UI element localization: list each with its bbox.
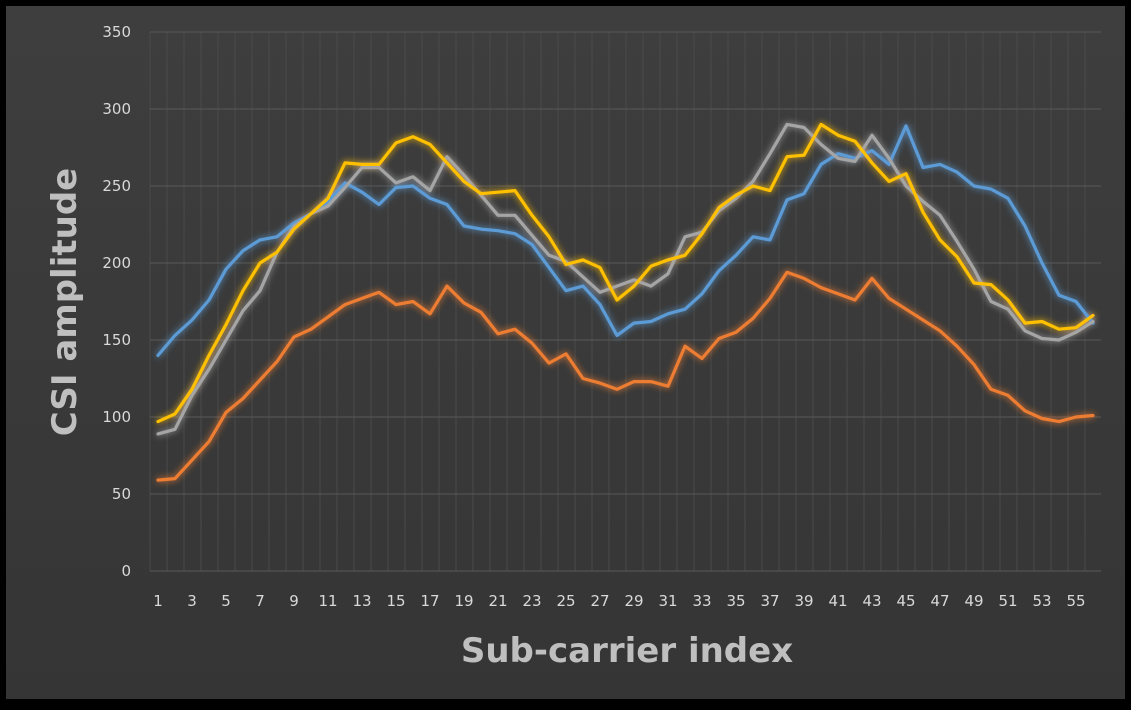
x-tick-label: 1 bbox=[153, 592, 163, 610]
y-tick-label: 50 bbox=[112, 485, 131, 503]
y-tick-label: 250 bbox=[102, 177, 131, 195]
x-tick-label: 3 bbox=[187, 592, 197, 610]
vertical-gridlines bbox=[149, 32, 1086, 571]
y-tick-label: 150 bbox=[102, 331, 131, 349]
x-tick-label: 21 bbox=[488, 592, 507, 610]
x-tick-label: 41 bbox=[828, 592, 847, 610]
x-tick-label: 45 bbox=[896, 592, 915, 610]
x-tick-label: 5 bbox=[221, 592, 231, 610]
y-tick-label: 300 bbox=[102, 100, 131, 118]
x-tick-label: 53 bbox=[1032, 592, 1051, 610]
y-tick-label: 100 bbox=[102, 408, 131, 426]
x-tick-label: 17 bbox=[420, 592, 439, 610]
x-axis-title: Sub-carrier index bbox=[461, 631, 793, 671]
x-tick-label: 7 bbox=[255, 592, 265, 610]
x-tick-label: 43 bbox=[862, 592, 881, 610]
series-line-2 bbox=[156, 270, 1095, 482]
y-tick-labels: 0 50 100 150 200 250 300 350 bbox=[102, 23, 131, 580]
x-tick-label: 35 bbox=[726, 592, 745, 610]
x-tick-label: 37 bbox=[760, 592, 779, 610]
series-line-4 bbox=[156, 122, 1095, 424]
x-tick-label: 51 bbox=[998, 592, 1017, 610]
x-tick-label: 23 bbox=[522, 592, 541, 610]
x-tick-label: 13 bbox=[352, 592, 371, 610]
x-tick-label: 49 bbox=[964, 592, 983, 610]
horizontal-gridlines bbox=[150, 31, 1101, 572]
y-axis-title: CSI amplitude bbox=[45, 168, 85, 436]
y-tick-label: 0 bbox=[121, 562, 131, 580]
x-tick-label: 27 bbox=[590, 592, 609, 610]
y-tick-label: 200 bbox=[102, 254, 131, 272]
x-tick-label: 11 bbox=[318, 592, 337, 610]
x-tick-label: 55 bbox=[1066, 592, 1085, 610]
x-tick-label: 9 bbox=[289, 592, 299, 610]
x-tick-label: 15 bbox=[386, 592, 405, 610]
x-tick-label: 29 bbox=[624, 592, 643, 610]
x-tick-label: 33 bbox=[692, 592, 711, 610]
x-tick-label: 31 bbox=[658, 592, 677, 610]
x-tick-labels: 1 3 5 7 9 11 13 15 17 19 21 23 25 27 29 31 33 35 37 39 41 43 4… bbox=[153, 592, 1085, 610]
x-tick-label: 19 bbox=[454, 592, 473, 610]
x-tick-label: 39 bbox=[794, 592, 813, 610]
x-tick-label: 25 bbox=[556, 592, 575, 610]
x-tick-label: 47 bbox=[930, 592, 949, 610]
series-lines bbox=[156, 122, 1095, 482]
y-tick-label: 350 bbox=[102, 23, 131, 41]
